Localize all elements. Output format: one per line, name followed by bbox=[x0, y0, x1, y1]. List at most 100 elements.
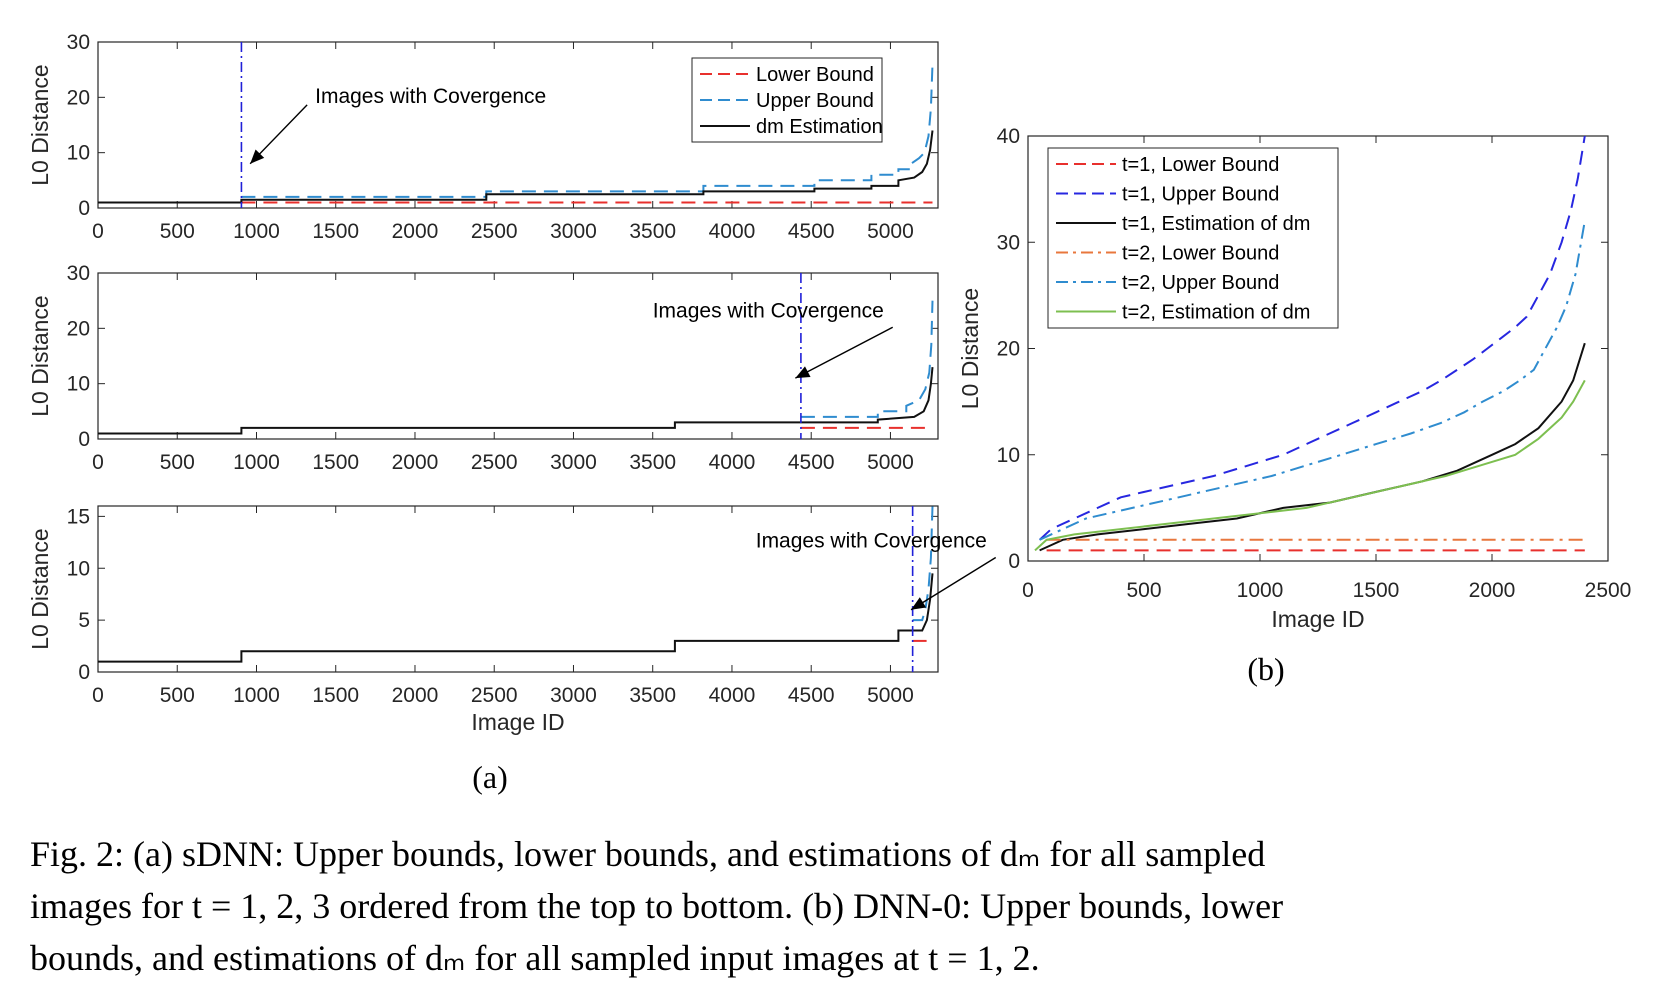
x-tick-label: 5000 bbox=[867, 684, 914, 707]
x-tick-label: 4500 bbox=[788, 451, 835, 474]
annotation-arrow-shaft bbox=[910, 556, 997, 611]
y-tick-label: 10 bbox=[67, 373, 90, 396]
annotation-arrow-shaft bbox=[795, 326, 894, 379]
subfigure-label-a: (a) bbox=[472, 759, 508, 795]
x-tick-label: 3000 bbox=[550, 684, 597, 707]
x-axis-label: Image ID bbox=[1271, 606, 1364, 632]
legend-entry: Lower Bound bbox=[756, 64, 874, 86]
legend: Lower Bound Upper Bound dm Estimation bbox=[691, 57, 883, 143]
x-tick-label: 1000 bbox=[233, 451, 280, 474]
x-tick-label: 500 bbox=[160, 220, 195, 243]
series-line-t-2-estimation-of-dm bbox=[1034, 379, 1586, 552]
x-tick-label: 1000 bbox=[233, 220, 280, 243]
panel-a-bottom-chart: 0 500 1000 1500 2000 2500 3000 3500 4000 4500 5000… bbox=[27, 505, 997, 735]
y-tick-label: 20 bbox=[67, 86, 90, 109]
legend-box bbox=[1047, 147, 1339, 329]
legend-entry: t=2, Estimation of dm bbox=[1122, 302, 1310, 324]
x-tick-label: 2000 bbox=[392, 684, 439, 707]
legend-entry: t=1, Estimation of dm bbox=[1122, 213, 1310, 235]
y-axis-label: L0 Distance bbox=[27, 528, 53, 649]
y-axis-label: L0 Distance bbox=[27, 295, 53, 416]
y-tick-label: 30 bbox=[67, 31, 90, 54]
series-line-upper-bound bbox=[800, 300, 934, 418]
annotation-arrow-head bbox=[250, 149, 265, 164]
x-tick-label: 1500 bbox=[312, 220, 359, 243]
y-tick-label: 30 bbox=[997, 231, 1020, 254]
x-tick-label: 3500 bbox=[629, 220, 676, 243]
y-tick-label: 0 bbox=[78, 197, 90, 220]
figure-caption: Fig. 2: (a) sDNN: Upper bounds, lower bo… bbox=[30, 828, 1630, 984]
x-tick-label: 1500 bbox=[312, 451, 359, 474]
legend: t=1, Lower Bound t=1, Upper Bound t=1, Est… bbox=[1047, 147, 1339, 329]
x-tick-label: 0 bbox=[1022, 579, 1034, 602]
x-tick-label: 4000 bbox=[709, 451, 756, 474]
series-line-upper-bound bbox=[241, 64, 934, 198]
annotation-arrow-head bbox=[795, 366, 811, 379]
x-axis-label: Image ID bbox=[471, 709, 564, 735]
x-tick-label: 2000 bbox=[392, 451, 439, 474]
x-tick-label: 0 bbox=[92, 684, 104, 707]
subfigure-label-b: (b) bbox=[1247, 651, 1284, 687]
caption-line-1: Fig. 2: (a) sDNN: Upper bounds, lower bo… bbox=[30, 834, 1266, 874]
panel-b-chart: 0 500 1000 1500 2000 2500 0 10 20 30 40 L0 Distance… bbox=[957, 125, 1631, 632]
caption-line-3: bounds, and estimations of dₘ for all sa… bbox=[30, 938, 1040, 978]
y-tick-label: 0 bbox=[1008, 550, 1020, 573]
y-tick-label: 5 bbox=[78, 609, 90, 632]
annotation-text: Images with Covergence bbox=[653, 299, 884, 322]
x-tick-label: 500 bbox=[160, 451, 195, 474]
y-tick-label: 20 bbox=[997, 338, 1020, 361]
y-axis-label: L0 Distance bbox=[27, 64, 53, 185]
x-tick-label: 1500 bbox=[312, 684, 359, 707]
x-tick-label: 1000 bbox=[1237, 579, 1284, 602]
legend-entry: t=1, Lower Bound bbox=[1122, 154, 1279, 176]
series-line-dm-estimation bbox=[98, 130, 934, 204]
axes-frame bbox=[97, 41, 939, 209]
x-tick-label: 5000 bbox=[867, 451, 914, 474]
x-tick-label: 0 bbox=[92, 451, 104, 474]
y-tick-label: 20 bbox=[67, 317, 90, 340]
x-tick-label: 500 bbox=[1126, 579, 1161, 602]
x-tick-label: 500 bbox=[160, 684, 195, 707]
y-tick-label: 40 bbox=[997, 125, 1020, 148]
series-line-dm-estimation bbox=[98, 573, 934, 663]
x-tick-label: 4000 bbox=[709, 684, 756, 707]
x-tick-label: 3500 bbox=[629, 684, 676, 707]
x-tick-label: 4000 bbox=[709, 220, 756, 243]
x-tick-label: 2500 bbox=[471, 684, 518, 707]
y-tick-label: 10 bbox=[997, 444, 1020, 467]
caption-line-2: images for t = 1, 2, 3 ordered from the … bbox=[30, 886, 1284, 926]
series-line-t-1-estimation-of-dm bbox=[1039, 342, 1586, 552]
x-tick-label: 3000 bbox=[550, 451, 597, 474]
x-tick-label: 2500 bbox=[1585, 579, 1632, 602]
axes-frame bbox=[97, 505, 939, 673]
x-tick-label: 0 bbox=[92, 220, 104, 243]
y-tick-label: 10 bbox=[67, 557, 90, 580]
panel-a-middle-chart: 0 500 1000 1500 2000 2500 3000 3500 4000 4500 5000… bbox=[27, 262, 939, 474]
legend-entry: Upper Bound bbox=[756, 90, 874, 112]
x-tick-label: 2500 bbox=[471, 451, 518, 474]
x-tick-label: 3000 bbox=[550, 220, 597, 243]
x-tick-label: 4500 bbox=[788, 220, 835, 243]
y-axis-label: L0 Distance bbox=[957, 288, 983, 409]
annotation-text: Images with Covergence bbox=[756, 530, 987, 553]
annotation-arrow-head bbox=[911, 597, 927, 610]
series-line-t-1-upper-bound bbox=[1038, 135, 1586, 541]
panel-a-top-chart: 0 500 1000 1500 2000 2500 3000 3500 4000 4500 5000… bbox=[27, 31, 939, 243]
series-line-dm-estimation bbox=[98, 367, 934, 435]
y-tick-label: 15 bbox=[67, 505, 90, 528]
x-tick-label: 2000 bbox=[1469, 579, 1516, 602]
x-tick-label: 2000 bbox=[392, 220, 439, 243]
y-tick-label: 30 bbox=[67, 262, 90, 285]
legend-entry: t=2, Lower Bound bbox=[1122, 243, 1279, 265]
annotation-text: Images with Covergence bbox=[315, 85, 546, 108]
x-tick-label: 4500 bbox=[788, 684, 835, 707]
legend-entry: t=2, Upper Bound bbox=[1122, 272, 1279, 294]
x-tick-label: 3500 bbox=[629, 451, 676, 474]
legend-entry: dm Estimation bbox=[756, 116, 883, 138]
y-tick-label: 10 bbox=[67, 142, 90, 165]
x-tick-label: 1000 bbox=[233, 684, 280, 707]
x-tick-label: 2500 bbox=[471, 220, 518, 243]
x-tick-label: 5000 bbox=[867, 220, 914, 243]
axes-frame bbox=[97, 272, 939, 440]
